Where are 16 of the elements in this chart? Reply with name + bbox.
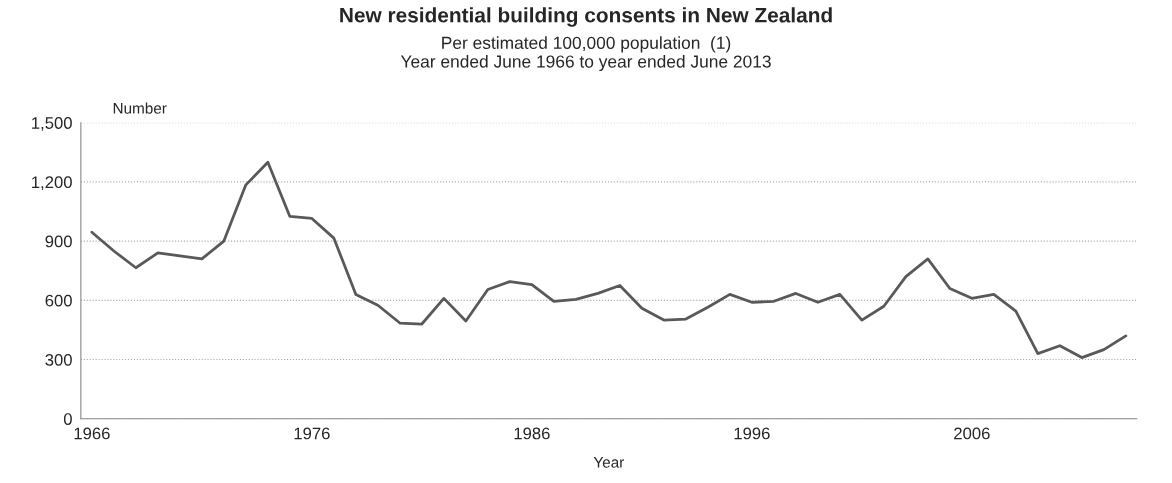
x-tick-label: 2006 xyxy=(954,427,990,440)
y-tick-label: 1,500 xyxy=(32,117,72,131)
line-series xyxy=(90,160,1128,359)
y-tick-label: 600 xyxy=(45,294,72,307)
y-tick-label: 1,200 xyxy=(32,176,72,191)
x-tick-label: 1986 xyxy=(514,427,550,440)
y-tick-label: 300 xyxy=(45,353,72,366)
x-axis-title: Year xyxy=(593,457,625,468)
x-tick-label: 1996 xyxy=(734,427,770,440)
y-axis-title: Number xyxy=(113,102,167,114)
y-tick-label: 0 xyxy=(63,413,72,425)
x-tick-label: 1976 xyxy=(294,427,330,440)
x-tick-label: 1966 xyxy=(74,427,110,440)
chart-title: New residential building consents in New Zealand xyxy=(340,7,832,27)
chart-subtitle: Per estimated 100,000 population (1) Year ended June 1966 to year ended June 2013 xyxy=(400,36,771,72)
y-tick-label: 900 xyxy=(45,235,72,248)
